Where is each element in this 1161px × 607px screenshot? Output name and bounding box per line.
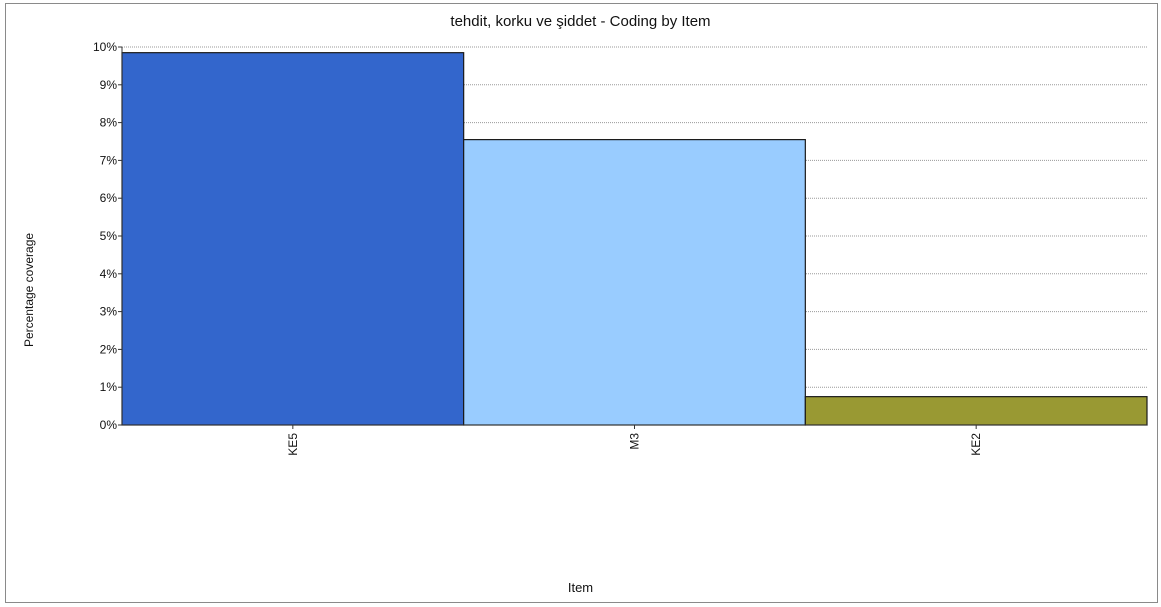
y-tick-label: 3% bbox=[100, 305, 118, 319]
y-tick-label: 6% bbox=[100, 191, 118, 205]
y-tick-label: 5% bbox=[100, 229, 118, 243]
x-tick-labels: KE5 M3 KE2 bbox=[286, 433, 983, 456]
chart-title: tehdit, korku ve şiddet - Coding by Item bbox=[450, 13, 711, 30]
bar-ke5 bbox=[121, 52, 465, 426]
bars bbox=[121, 52, 1148, 426]
y-tick-label: 7% bbox=[100, 153, 118, 167]
x-tick-label: KE5 bbox=[286, 433, 300, 456]
bar-ke2 bbox=[804, 396, 1148, 426]
y-tick-labels: 0% 1% 2% 3% 4% 5% 6% 7% 8% 9% 10% bbox=[93, 40, 117, 432]
y-tick-label: 4% bbox=[100, 267, 118, 281]
x-tick-label: M3 bbox=[628, 433, 642, 450]
y-tick-label: 10% bbox=[93, 40, 117, 54]
y-tick-label: 0% bbox=[100, 418, 118, 432]
y-tick-label: 2% bbox=[100, 342, 118, 356]
x-tick-label: KE2 bbox=[969, 433, 983, 456]
y-tick-label: 8% bbox=[100, 116, 118, 130]
x-axis-label: Item bbox=[567, 580, 594, 595]
bar-m3 bbox=[463, 139, 806, 426]
y-tick-label: 9% bbox=[100, 78, 118, 92]
y-tick-label: 1% bbox=[100, 380, 118, 394]
axes bbox=[118, 46, 1147, 429]
